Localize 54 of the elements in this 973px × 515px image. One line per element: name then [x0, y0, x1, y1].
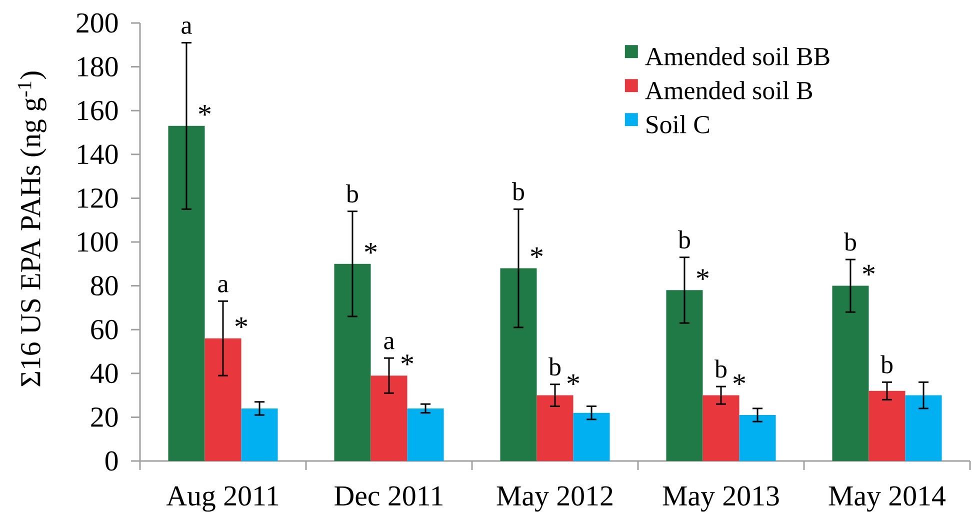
bar [573, 412, 610, 461]
x-tick-label: May 2014 [828, 486, 946, 512]
annotation: b [548, 357, 560, 376]
annotation: * [567, 374, 580, 385]
y-tick-label: 140 [78, 144, 118, 164]
annotation: b [512, 182, 524, 200]
y-tick-label: 0 [105, 451, 118, 471]
y-tick-label: 80 [91, 276, 118, 296]
annotation: * [696, 269, 709, 280]
y-axis-title: Σ16 US EPA PAHs (ng g$^{-1}$) [18, 72, 46, 386]
x-tick-label: May 2013 [662, 486, 779, 512]
annotation: a [384, 336, 394, 350]
y-tick-label: 40 [90, 364, 118, 384]
annotation: * [198, 105, 211, 116]
annotation: * [530, 247, 543, 258]
annotation: * [862, 264, 875, 276]
y-tick-label: 180 [78, 57, 118, 77]
bar [832, 286, 869, 461]
y-tick-label: 60 [91, 320, 118, 340]
bar [666, 290, 703, 461]
y-tick-label: 120 [78, 188, 118, 208]
annotation: b [714, 360, 726, 378]
bar [370, 376, 408, 461]
bar [500, 268, 537, 461]
legend-label: Amended soil BB [645, 47, 830, 66]
y-tick-label: 160 [78, 100, 118, 120]
annotation: b [346, 184, 358, 203]
bar [702, 395, 740, 461]
annotation: * [401, 354, 414, 366]
x-tick-label: Aug 2011 [166, 486, 278, 512]
annotation: a [218, 280, 228, 292]
bar [536, 395, 574, 461]
bar [868, 390, 906, 461]
bar [334, 264, 371, 461]
y-tick-label: 200 [76, 13, 118, 33]
annotation: a [182, 22, 192, 34]
bar [204, 338, 242, 461]
bar [905, 395, 942, 461]
annotation: b [678, 230, 690, 249]
annotation: * [733, 374, 746, 385]
bar [168, 126, 205, 461]
annotation: b [880, 355, 892, 374]
y-tick-label: 100 [78, 232, 118, 252]
bar [407, 408, 444, 461]
x-tick-label: Dec 2011 [334, 486, 442, 506]
annotation: * [235, 317, 248, 328]
bar [739, 415, 776, 461]
annotation: b [844, 232, 856, 251]
annotation: * [364, 242, 377, 254]
y-tick-label: 20 [91, 407, 118, 427]
x-tick-label: May 2012 [496, 486, 612, 512]
legend-label: Amended soil B [645, 81, 812, 100]
bar [241, 408, 278, 461]
legend-label: Soil C [646, 115, 709, 134]
